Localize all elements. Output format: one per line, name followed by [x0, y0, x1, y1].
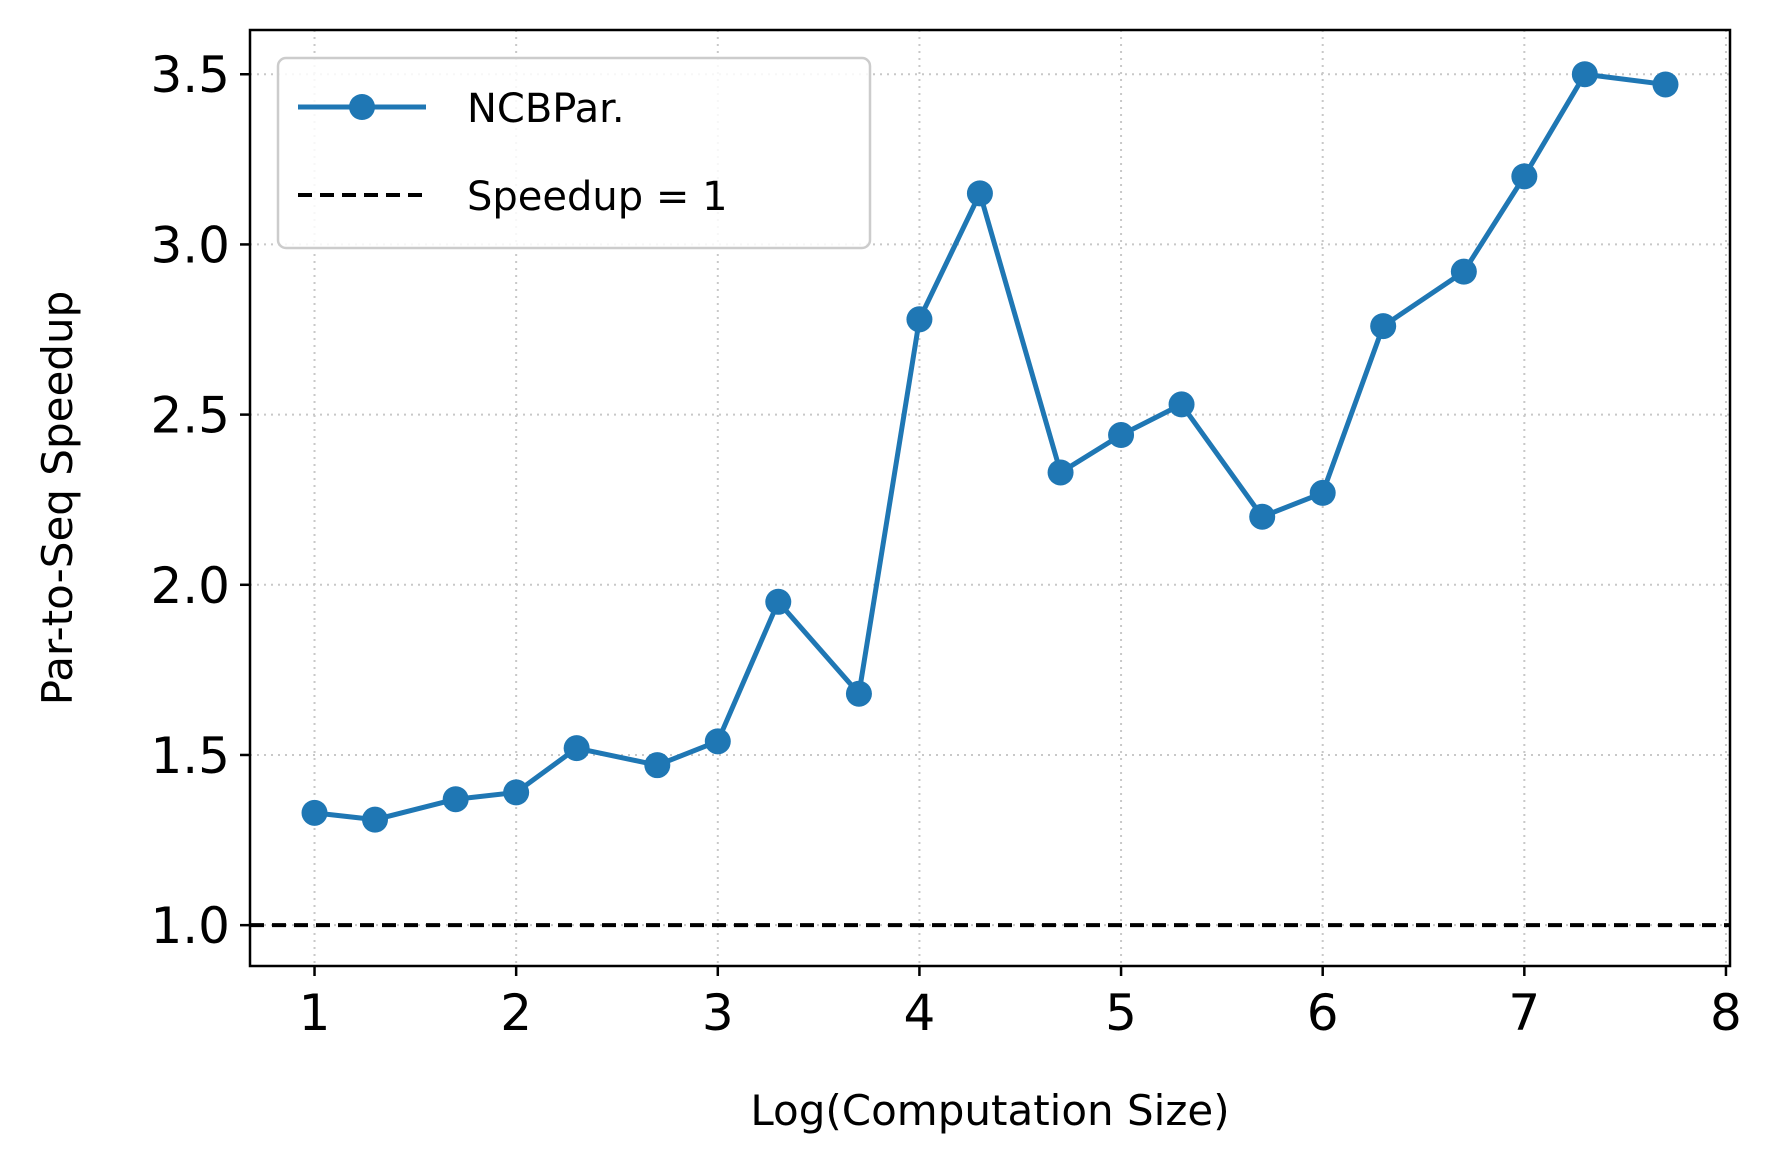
x-tick-label-6: 6 [1307, 984, 1339, 1042]
x-axis-label: Log(Computation Size) [750, 1086, 1229, 1135]
data-point [1571, 61, 1598, 88]
tick-labels: 1 2 3 4 5 6 7 8 1.0 1.5 2.0 2.5 3.0 3.5 [150, 46, 1741, 1042]
x-tick-label-3: 3 [702, 984, 734, 1042]
data-point [704, 728, 731, 755]
data-point [1249, 503, 1276, 530]
legend-swatch-marker-ncbpar [349, 94, 375, 120]
data-point [563, 735, 590, 762]
data-point [765, 588, 792, 615]
data-point [1370, 313, 1397, 340]
data-point [1450, 258, 1477, 285]
x-tick-label-1: 1 [299, 984, 331, 1042]
legend-label-ncbpar: NCBPar. [467, 86, 625, 132]
legend-label-speedup-1: Speedup = 1 [467, 174, 728, 220]
x-tick-label-7: 7 [1508, 984, 1540, 1042]
x-tick-label-5: 5 [1105, 984, 1137, 1042]
y-axis-label: Par-to-Seq Speedup [33, 291, 82, 705]
y-tick-label-1.5: 1.5 [150, 727, 230, 785]
y-tick-label-3.5: 3.5 [150, 46, 230, 104]
data-point [442, 786, 469, 813]
data-point [1047, 459, 1074, 486]
data-point [1168, 391, 1195, 418]
y-tick-label-2.5: 2.5 [150, 387, 230, 445]
data-point [1652, 71, 1679, 98]
data-point [503, 779, 530, 806]
axes-frame [248, 28, 1732, 968]
data-point [966, 180, 993, 207]
data-point [644, 752, 671, 779]
y-tick-label-3.0: 3.0 [150, 216, 230, 274]
x-tick-label-2: 2 [500, 984, 532, 1042]
y-tick-label-2.0: 2.0 [150, 557, 230, 615]
data-point [1309, 479, 1336, 506]
x-tick-label-4: 4 [904, 984, 936, 1042]
data-point [906, 306, 933, 333]
data-point [845, 680, 872, 707]
data-point [301, 799, 328, 826]
data-point [1511, 163, 1538, 190]
legend: NCBPar. Speedup = 1 [276, 56, 872, 250]
series-layer [301, 61, 1679, 833]
ticks [240, 72, 1728, 976]
y-tick-label-1.0: 1.0 [150, 897, 230, 955]
data-point [1108, 422, 1135, 449]
x-tick-label-8: 8 [1710, 984, 1742, 1042]
data-point [362, 806, 389, 833]
